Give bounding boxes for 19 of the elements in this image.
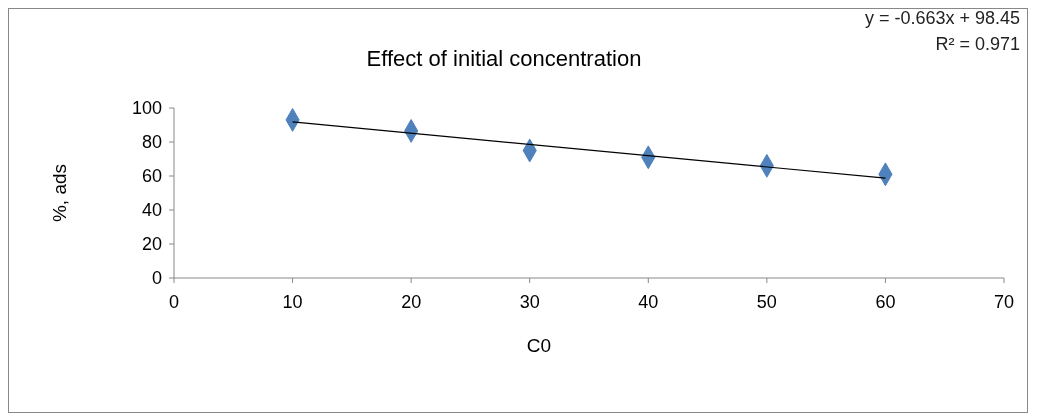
- x-tick-label: 50: [756, 292, 777, 312]
- x-tick-label: 70: [993, 292, 1015, 312]
- text: y = -0.663x + 98.45: [864, 8, 1020, 28]
- y-tick-label: 80: [141, 132, 162, 153]
- x-tick-label: 30: [519, 292, 540, 312]
- x-tick-label: 40: [638, 292, 659, 312]
- y-tick-label: 20: [141, 234, 162, 255]
- x-tick-label: 60: [875, 292, 896, 312]
- y-tick-label: 40: [141, 200, 162, 221]
- x-tick-label: 10: [282, 292, 303, 312]
- y-tick-label: 100: [131, 98, 162, 119]
- y-tick-label: 60: [141, 166, 162, 187]
- y-tick-label: 0: [151, 268, 162, 289]
- chart-title: Effect of initial concentration: [366, 46, 642, 71]
- x-tick-label: 0: [168, 292, 180, 312]
- y-axis-title: %, ads: [49, 163, 70, 223]
- x-tick-label: 20: [401, 292, 422, 312]
- x-axis-title: C0: [526, 335, 552, 356]
- text: R² = 0.971: [935, 34, 1020, 54]
